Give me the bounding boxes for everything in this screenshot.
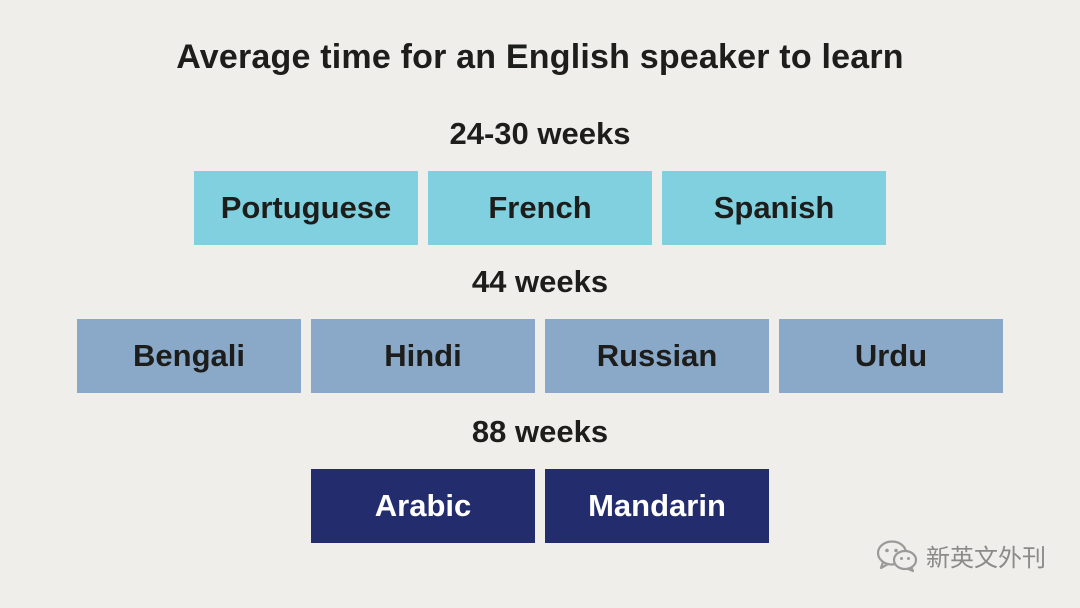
language-box-french: French [428,171,652,245]
language-row-44-weeks: Bengali Hindi Russian Urdu [0,319,1080,393]
language-row-88-weeks: Arabic Mandarin [0,469,1080,543]
language-box-urdu: Urdu [779,319,1003,393]
language-box-hindi: Hindi [311,319,535,393]
language-box-portuguese: Portuguese [194,171,418,245]
language-box-mandarin: Mandarin [545,469,769,543]
watermark-text: 新英文外刊 [926,544,1046,572]
page-title: Average time for an English speaker to l… [176,38,904,76]
group-label-44-weeks: 44 weeks [471,264,609,299]
group-label-88-weeks: 88 weeks [471,414,609,449]
language-box-spanish: Spanish [662,171,886,245]
watermark: 新英文外刊 [876,538,1046,573]
language-box-bengali: Bengali [77,319,301,393]
language-box-arabic: Arabic [311,469,535,543]
language-box-russian: Russian [545,319,769,393]
group-label-24-30-weeks: 24-30 weeks [449,116,631,151]
wechat-icon [876,539,918,573]
language-row-24-30-weeks: Portuguese French Spanish [0,171,1080,245]
